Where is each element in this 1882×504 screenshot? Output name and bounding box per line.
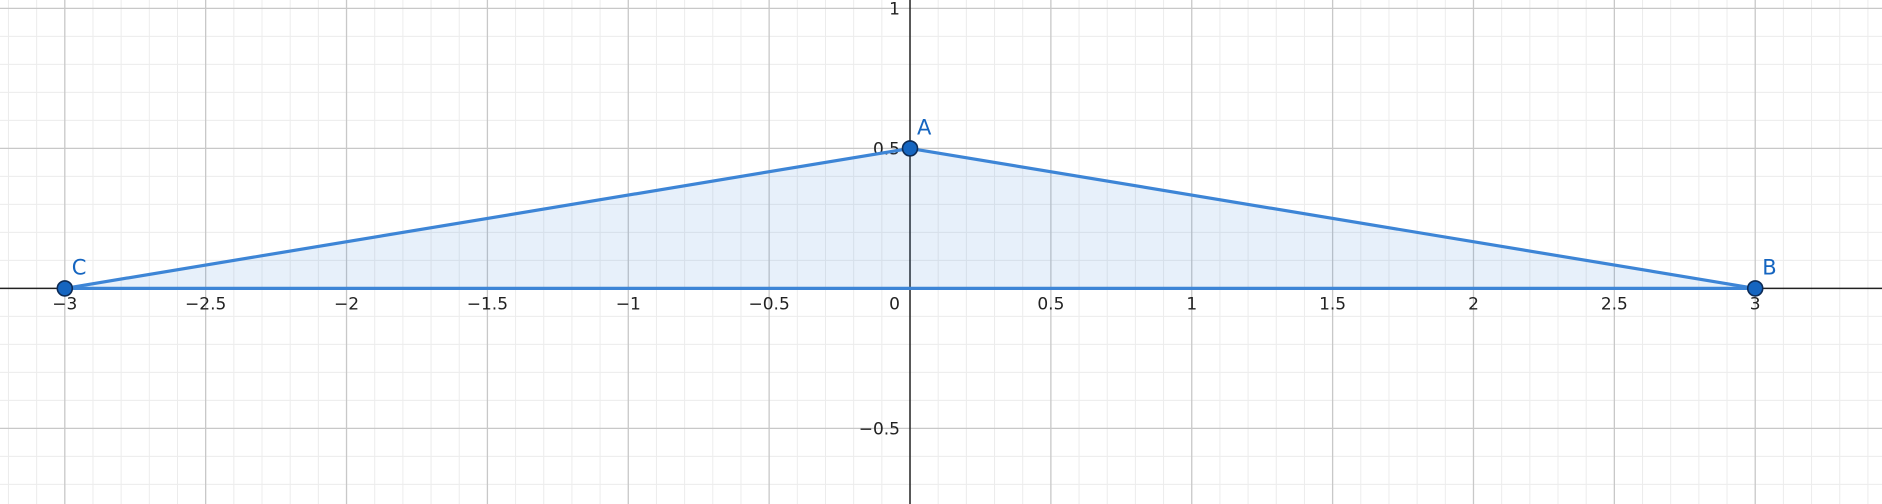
x-tick-label: −1	[616, 294, 641, 314]
x-tick-label: 3	[1750, 294, 1761, 314]
x-tick-label: 2.5	[1601, 294, 1628, 314]
segment-ab[interactable]	[908, 146, 1757, 290]
point-a[interactable]	[901, 140, 919, 157]
points[interactable]: A B C	[56, 115, 1777, 297]
point-c[interactable]	[56, 280, 74, 297]
x-tick-label: −2.5	[185, 294, 226, 314]
triangle-fill	[64, 148, 1756, 289]
x-tick-label: −3	[52, 294, 77, 314]
x-tick-label: 1	[1186, 294, 1197, 314]
x-tick-label: −0.5	[749, 294, 790, 314]
x-tick-label: −2	[334, 294, 359, 314]
x-tick-label: −1.5	[467, 294, 508, 314]
segment-ca[interactable]	[63, 146, 912, 290]
point-label-b: B	[1762, 255, 1776, 279]
y-tick-label: 1	[889, 0, 900, 19]
x-tick-label: 2	[1468, 294, 1479, 314]
point-label-c: C	[72, 255, 87, 279]
x-tick-label: 0.5	[1037, 294, 1064, 314]
point-b[interactable]	[1746, 280, 1764, 297]
x-tick-label: 0	[889, 294, 900, 314]
y-tick-label: −0.5	[859, 419, 900, 439]
point-label-a: A	[917, 115, 932, 139]
shapes[interactable]	[63, 146, 1757, 290]
x-tick-label: 1.5	[1319, 294, 1346, 314]
